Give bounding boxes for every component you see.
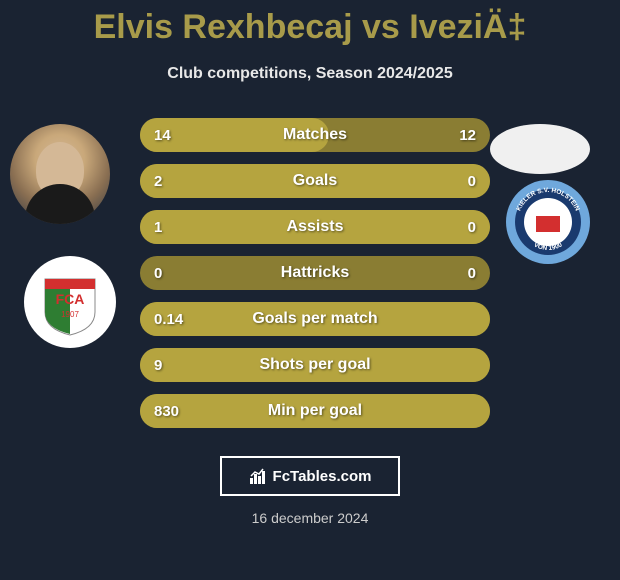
- stat-row: 9 Shots per goal: [140, 348, 490, 382]
- stat-value-left: 0.14: [154, 311, 183, 328]
- stat-row: 14 Matches 12: [140, 118, 490, 152]
- stat-label: Goals: [293, 172, 337, 190]
- stat-value-left: 2: [154, 173, 162, 190]
- stat-label: Matches: [283, 126, 347, 144]
- club-badge-left: FCA 1907: [24, 256, 116, 348]
- stat-label: Hattricks: [281, 264, 349, 282]
- club-badge-right: KIELER S.V. HOLSTEIN VON 1900: [506, 180, 590, 264]
- footer-date: 16 december 2024: [252, 510, 369, 526]
- stat-label: Min per goal: [268, 402, 362, 420]
- stat-label: Shots per goal: [259, 356, 370, 374]
- comparison-card: Elvis Rexhbecaj vs IveziÄ‡ Club competit…: [0, 0, 620, 580]
- chart-icon: [249, 467, 267, 485]
- player-photo-right-placeholder: [490, 124, 590, 174]
- stat-value-right: 0: [468, 173, 476, 190]
- stat-value-left: 9: [154, 357, 162, 374]
- stat-row: 1 Assists 0: [140, 210, 490, 244]
- stat-value-right: 12: [459, 127, 476, 144]
- stat-row: 2 Goals 0: [140, 164, 490, 198]
- stat-value-right: 0: [468, 265, 476, 282]
- stat-row: 0 Hattricks 0: [140, 256, 490, 290]
- stat-value-left: 830: [154, 403, 179, 420]
- player-photo-left: [10, 124, 110, 224]
- stat-label: Goals per match: [252, 310, 377, 328]
- stat-label: Assists: [287, 218, 344, 236]
- stat-value-left: 1: [154, 219, 162, 236]
- stats-list: 14 Matches 12 2 Goals 0 1 Assists 0 0 Hattricks 0 0.…: [140, 118, 490, 440]
- stat-row: 830 Min per goal: [140, 394, 490, 428]
- stat-value-left: 0: [154, 265, 162, 282]
- brand-box: FcTables.com: [220, 456, 400, 496]
- brand-text: FcTables.com: [273, 468, 372, 485]
- stat-value-right: 0: [468, 219, 476, 236]
- fca-shield-icon: FCA 1907: [35, 267, 105, 337]
- stat-value-left: 14: [154, 127, 171, 144]
- svg-text:FCA: FCA: [56, 291, 85, 307]
- stat-row: 0.14 Goals per match: [140, 302, 490, 336]
- holstein-kiel-icon: KIELER S.V. HOLSTEIN VON 1900: [506, 180, 590, 264]
- svg-text:1907: 1907: [61, 310, 79, 319]
- page-subtitle: Club competitions, Season 2024/2025: [0, 65, 620, 83]
- page-title: Elvis Rexhbecaj vs IveziÄ‡: [0, 0, 620, 47]
